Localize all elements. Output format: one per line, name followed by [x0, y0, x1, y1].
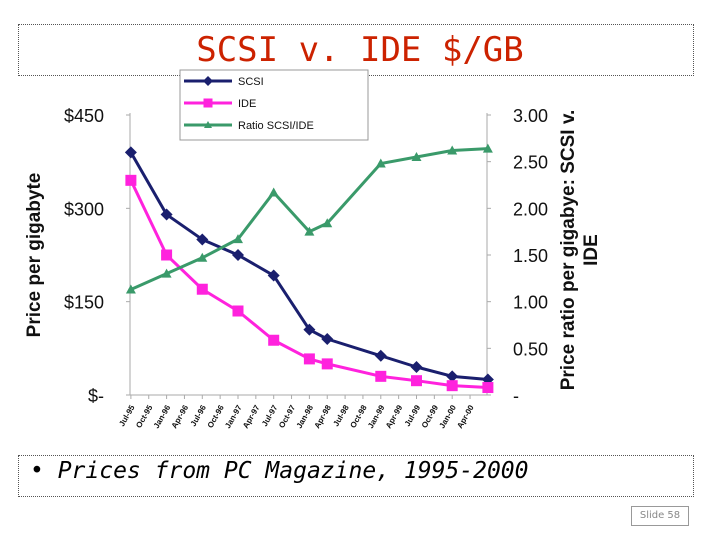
- ratio-point: [375, 158, 386, 168]
- scsi-point: [196, 233, 209, 246]
- scsi-point: [267, 269, 280, 282]
- legend-marker: [203, 76, 213, 86]
- x-tick-label: Apr-99: [384, 403, 405, 430]
- scsi-point: [160, 208, 173, 221]
- ratio-point: [482, 143, 493, 153]
- y-axis-title-right-line2: IDE: [581, 234, 602, 266]
- ratio-point: [447, 145, 458, 155]
- ide-point: [268, 334, 280, 346]
- ratio-point: [197, 252, 208, 262]
- ratio-point: [161, 268, 172, 278]
- ide-point: [446, 380, 458, 392]
- ide-point: [161, 249, 173, 261]
- y-tick-label-right: 0.50: [513, 339, 548, 359]
- bullet-text: • Prices from PC Magazine, 1995-2000: [30, 458, 529, 484]
- ide-point: [410, 375, 422, 387]
- y-tick-label-left: $150: [64, 293, 104, 313]
- ratio-point: [125, 284, 136, 294]
- series-line-2: [130, 147, 488, 291]
- x-tick-label: Apr-98: [313, 403, 334, 430]
- y-axis-title-right: Price ratio per gigabye: SCSI v.: [558, 110, 579, 391]
- slide-number: Slide 58: [631, 506, 689, 526]
- legend-label: SCSI: [238, 76, 264, 88]
- ide-point: [232, 305, 244, 317]
- y-tick-label-right: 2.50: [513, 153, 548, 173]
- ide-point: [125, 174, 137, 186]
- ratio-point: [268, 187, 279, 197]
- x-tick-label: Apr-00: [455, 403, 476, 430]
- x-tick-label: Apr-97: [241, 403, 262, 430]
- legend-marker: [203, 98, 213, 108]
- ratio-point: [411, 152, 422, 161]
- scsi-point: [410, 361, 423, 373]
- ide-point: [303, 353, 315, 365]
- y-tick-label-left: $300: [64, 199, 104, 219]
- ide-point: [321, 358, 333, 370]
- y-tick-label-left: $-: [88, 386, 104, 406]
- y-tick-label-left: $450: [64, 106, 104, 126]
- legend-label: IDE: [238, 98, 256, 110]
- scsi-point: [303, 323, 316, 336]
- scsi-point: [374, 349, 387, 362]
- bullet-frame: [18, 455, 694, 497]
- y-axis-title-left: Price per gigabyte: [24, 173, 45, 338]
- y-tick-label-right: -: [513, 386, 519, 406]
- scsi-point: [446, 370, 459, 383]
- ide-point: [375, 370, 387, 382]
- ide-point: [482, 382, 494, 394]
- scsi-point: [321, 333, 334, 345]
- y-tick-label-right: 2.00: [513, 199, 548, 219]
- y-tick-label-right: 1.50: [513, 246, 548, 266]
- legend-marker: [204, 121, 212, 128]
- y-tick-label-right: 1.00: [513, 293, 548, 313]
- scsi-point: [124, 146, 137, 159]
- ratio-point: [232, 234, 243, 244]
- legend-label: Ratio SCSI/IDE: [238, 120, 314, 132]
- ide-point: [196, 283, 208, 295]
- y-tick-label-right: 3.00: [513, 106, 548, 126]
- slide-title: SCSI v. IDE $/GB: [196, 30, 524, 70]
- x-tick-label: Apr-96: [170, 403, 191, 430]
- ratio-point: [322, 218, 333, 228]
- scsi-point: [231, 249, 244, 261]
- ratio-point: [304, 226, 315, 236]
